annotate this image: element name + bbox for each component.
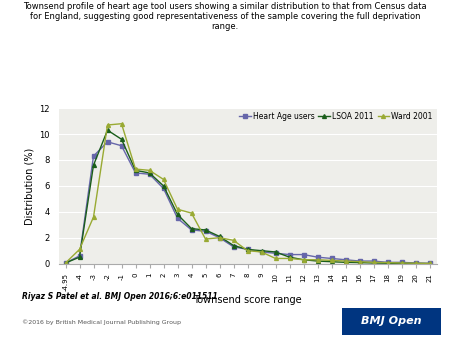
LSOA 2011 [189, 226, 194, 231]
Heart Age users [273, 251, 278, 255]
Text: Townsend profile of heart age tool users showing a similar distribution to that : Townsend profile of heart age tool users… [23, 2, 427, 31]
LSOA 2011 [63, 261, 68, 265]
Ward 2001 [245, 249, 250, 253]
Ward 2001 [427, 261, 432, 265]
Text: Riyaz S Patel et al. BMJ Open 2016;6:e011511: Riyaz S Patel et al. BMJ Open 2016;6:e01… [22, 292, 218, 301]
Ward 2001 [189, 211, 194, 215]
LSOA 2011 [287, 255, 292, 259]
Ward 2001 [259, 250, 264, 254]
Ward 2001 [371, 260, 376, 264]
Line: Ward 2001: Ward 2001 [63, 122, 432, 265]
Heart Age users [77, 254, 82, 258]
LSOA 2011 [301, 258, 306, 262]
LSOA 2011 [119, 137, 124, 141]
LSOA 2011 [105, 128, 110, 132]
Heart Age users [91, 154, 96, 158]
LSOA 2011 [343, 260, 348, 264]
X-axis label: Townsend score range: Townsend score range [193, 295, 302, 305]
Text: BMJ Open: BMJ Open [361, 316, 422, 326]
Ward 2001 [203, 237, 208, 241]
Heart Age users [245, 247, 250, 251]
LSOA 2011 [357, 261, 362, 265]
Heart Age users [301, 252, 306, 257]
Heart Age users [105, 140, 110, 144]
Legend: Heart Age users, LSOA 2011, Ward 2001: Heart Age users, LSOA 2011, Ward 2001 [239, 112, 433, 121]
Ward 2001 [231, 238, 236, 242]
LSOA 2011 [231, 243, 236, 247]
Ward 2001 [413, 261, 418, 265]
LSOA 2011 [217, 235, 222, 239]
Ward 2001 [63, 261, 68, 265]
LSOA 2011 [133, 168, 138, 172]
LSOA 2011 [161, 184, 166, 188]
Heart Age users [63, 261, 68, 265]
Heart Age users [329, 257, 334, 261]
Ward 2001 [105, 123, 110, 127]
Ward 2001 [91, 215, 96, 219]
LSOA 2011 [385, 261, 390, 265]
Ward 2001 [399, 261, 404, 265]
Ward 2001 [357, 260, 362, 264]
LSOA 2011 [315, 259, 320, 263]
Heart Age users [427, 261, 432, 265]
LSOA 2011 [91, 163, 96, 167]
LSOA 2011 [147, 171, 152, 175]
LSOA 2011 [399, 261, 404, 265]
Ward 2001 [133, 167, 138, 171]
Heart Age users [287, 252, 292, 257]
Ward 2001 [385, 261, 390, 265]
Heart Age users [189, 228, 194, 232]
Heart Age users [315, 255, 320, 259]
LSOA 2011 [259, 249, 264, 253]
Ward 2001 [343, 259, 348, 263]
Line: Heart Age users: Heart Age users [63, 140, 432, 265]
Heart Age users [385, 260, 390, 264]
Ward 2001 [161, 177, 166, 182]
Heart Age users [399, 260, 404, 264]
LSOA 2011 [175, 212, 180, 216]
Ward 2001 [315, 258, 320, 262]
Heart Age users [217, 236, 222, 240]
Heart Age users [371, 259, 376, 263]
Heart Age users [119, 144, 124, 148]
Heart Age users [259, 250, 264, 254]
Ward 2001 [217, 236, 222, 240]
LSOA 2011 [203, 228, 208, 232]
Heart Age users [231, 245, 236, 249]
LSOA 2011 [371, 261, 376, 265]
Ward 2001 [287, 257, 292, 261]
Heart Age users [343, 258, 348, 262]
Heart Age users [175, 216, 180, 220]
Heart Age users [413, 261, 418, 265]
Ward 2001 [329, 258, 334, 262]
LSOA 2011 [329, 260, 334, 264]
Line: LSOA 2011: LSOA 2011 [63, 128, 432, 266]
Ward 2001 [301, 258, 306, 262]
Heart Age users [147, 172, 152, 176]
Ward 2001 [147, 168, 152, 172]
Heart Age users [357, 259, 362, 263]
Heart Age users [161, 187, 166, 191]
Y-axis label: Distribution (%): Distribution (%) [25, 147, 35, 224]
LSOA 2011 [413, 262, 418, 266]
Ward 2001 [273, 257, 278, 261]
Text: ©2016 by British Medical Journal Publishing Group: ©2016 by British Medical Journal Publish… [22, 320, 181, 325]
Heart Age users [203, 229, 208, 233]
Ward 2001 [119, 122, 124, 126]
LSOA 2011 [245, 247, 250, 251]
LSOA 2011 [77, 255, 82, 259]
LSOA 2011 [273, 250, 278, 254]
LSOA 2011 [427, 262, 432, 266]
Ward 2001 [175, 207, 180, 211]
Heart Age users [133, 171, 138, 175]
Ward 2001 [77, 247, 82, 251]
